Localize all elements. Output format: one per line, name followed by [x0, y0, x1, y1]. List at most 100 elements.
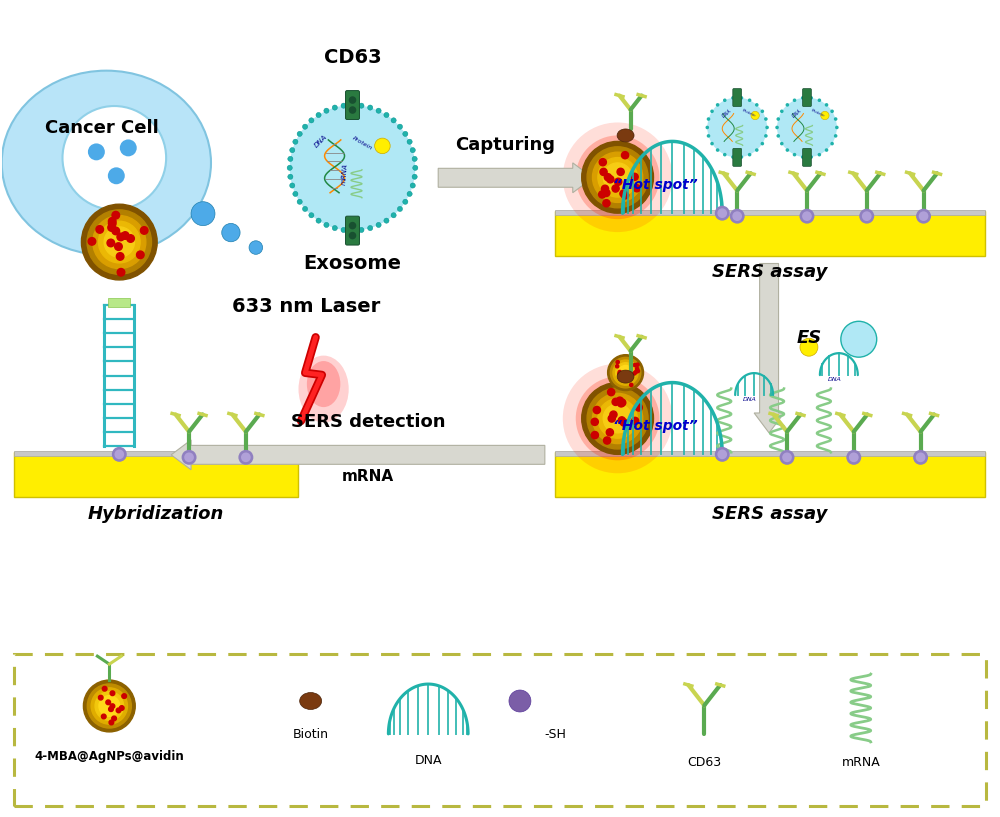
Circle shape — [765, 126, 769, 129]
Circle shape — [93, 216, 146, 269]
Circle shape — [731, 96, 735, 100]
Text: DNA: DNA — [791, 108, 802, 118]
Circle shape — [732, 212, 742, 221]
Circle shape — [740, 96, 743, 100]
Text: SERS assay: SERS assay — [712, 263, 828, 281]
Bar — [14, 452, 298, 497]
Circle shape — [341, 227, 346, 233]
Circle shape — [599, 158, 606, 166]
Circle shape — [350, 102, 355, 108]
Circle shape — [122, 694, 127, 699]
Circle shape — [755, 103, 759, 107]
Circle shape — [81, 204, 157, 280]
Circle shape — [576, 377, 659, 460]
Circle shape — [309, 212, 314, 218]
Circle shape — [586, 386, 649, 450]
Circle shape — [376, 108, 381, 114]
Circle shape — [723, 99, 727, 102]
Circle shape — [412, 174, 417, 180]
Circle shape — [613, 360, 638, 385]
Circle shape — [120, 140, 137, 156]
Text: Biotin: Biotin — [293, 728, 329, 741]
Circle shape — [633, 372, 636, 375]
Circle shape — [191, 202, 215, 225]
Circle shape — [104, 227, 134, 257]
Circle shape — [786, 103, 789, 107]
Circle shape — [349, 106, 356, 114]
Circle shape — [222, 223, 240, 242]
Circle shape — [598, 399, 637, 438]
Ellipse shape — [2, 70, 211, 255]
Circle shape — [835, 126, 839, 129]
Circle shape — [87, 210, 151, 275]
Circle shape — [582, 382, 653, 454]
Circle shape — [846, 450, 861, 465]
Circle shape — [633, 185, 640, 192]
Circle shape — [95, 692, 124, 721]
Circle shape — [109, 720, 114, 725]
Circle shape — [109, 707, 113, 712]
Circle shape — [349, 232, 356, 239]
Circle shape — [830, 142, 834, 145]
Circle shape — [112, 227, 120, 234]
Bar — [555, 452, 985, 497]
Circle shape — [635, 404, 642, 411]
Circle shape — [618, 370, 621, 373]
Circle shape — [777, 97, 837, 158]
Circle shape — [127, 234, 134, 243]
Circle shape — [593, 406, 600, 413]
Circle shape — [612, 399, 619, 405]
Circle shape — [341, 103, 346, 109]
Circle shape — [636, 363, 639, 366]
Circle shape — [576, 136, 659, 219]
Circle shape — [780, 450, 794, 465]
Circle shape — [108, 220, 116, 227]
Circle shape — [600, 168, 607, 176]
Circle shape — [563, 364, 672, 473]
Bar — [14, 451, 298, 457]
Text: SERS detection: SERS detection — [291, 413, 445, 431]
Circle shape — [98, 695, 103, 700]
Circle shape — [112, 212, 120, 219]
Circle shape — [740, 155, 743, 158]
Circle shape — [707, 118, 710, 121]
Circle shape — [309, 118, 314, 123]
Circle shape — [96, 225, 104, 233]
Circle shape — [391, 212, 396, 218]
Circle shape — [723, 153, 727, 156]
Circle shape — [297, 199, 302, 204]
Circle shape — [99, 695, 120, 717]
Circle shape — [332, 105, 337, 110]
Circle shape — [117, 233, 125, 241]
Circle shape — [349, 96, 356, 104]
Bar — [108, 298, 130, 307]
Circle shape — [288, 174, 293, 180]
FancyBboxPatch shape — [803, 88, 811, 106]
Circle shape — [115, 243, 122, 250]
Circle shape — [617, 168, 624, 176]
Circle shape — [587, 388, 648, 449]
Bar — [555, 211, 985, 256]
Circle shape — [302, 207, 308, 212]
Circle shape — [716, 103, 719, 107]
Circle shape — [616, 397, 623, 404]
Circle shape — [621, 152, 629, 158]
Circle shape — [715, 206, 730, 221]
Text: Protein: Protein — [741, 109, 756, 118]
Circle shape — [619, 399, 626, 406]
Circle shape — [731, 155, 735, 158]
Ellipse shape — [617, 129, 634, 142]
Circle shape — [116, 252, 124, 261]
Circle shape — [375, 138, 390, 154]
Circle shape — [102, 686, 107, 691]
Circle shape — [563, 123, 672, 232]
Circle shape — [705, 126, 709, 129]
Circle shape — [91, 688, 127, 724]
Text: Capturing: Capturing — [455, 136, 555, 154]
Circle shape — [88, 144, 105, 160]
Circle shape — [780, 142, 784, 145]
Circle shape — [603, 190, 610, 197]
Ellipse shape — [300, 693, 322, 709]
Circle shape — [592, 152, 643, 203]
Circle shape — [316, 113, 321, 118]
